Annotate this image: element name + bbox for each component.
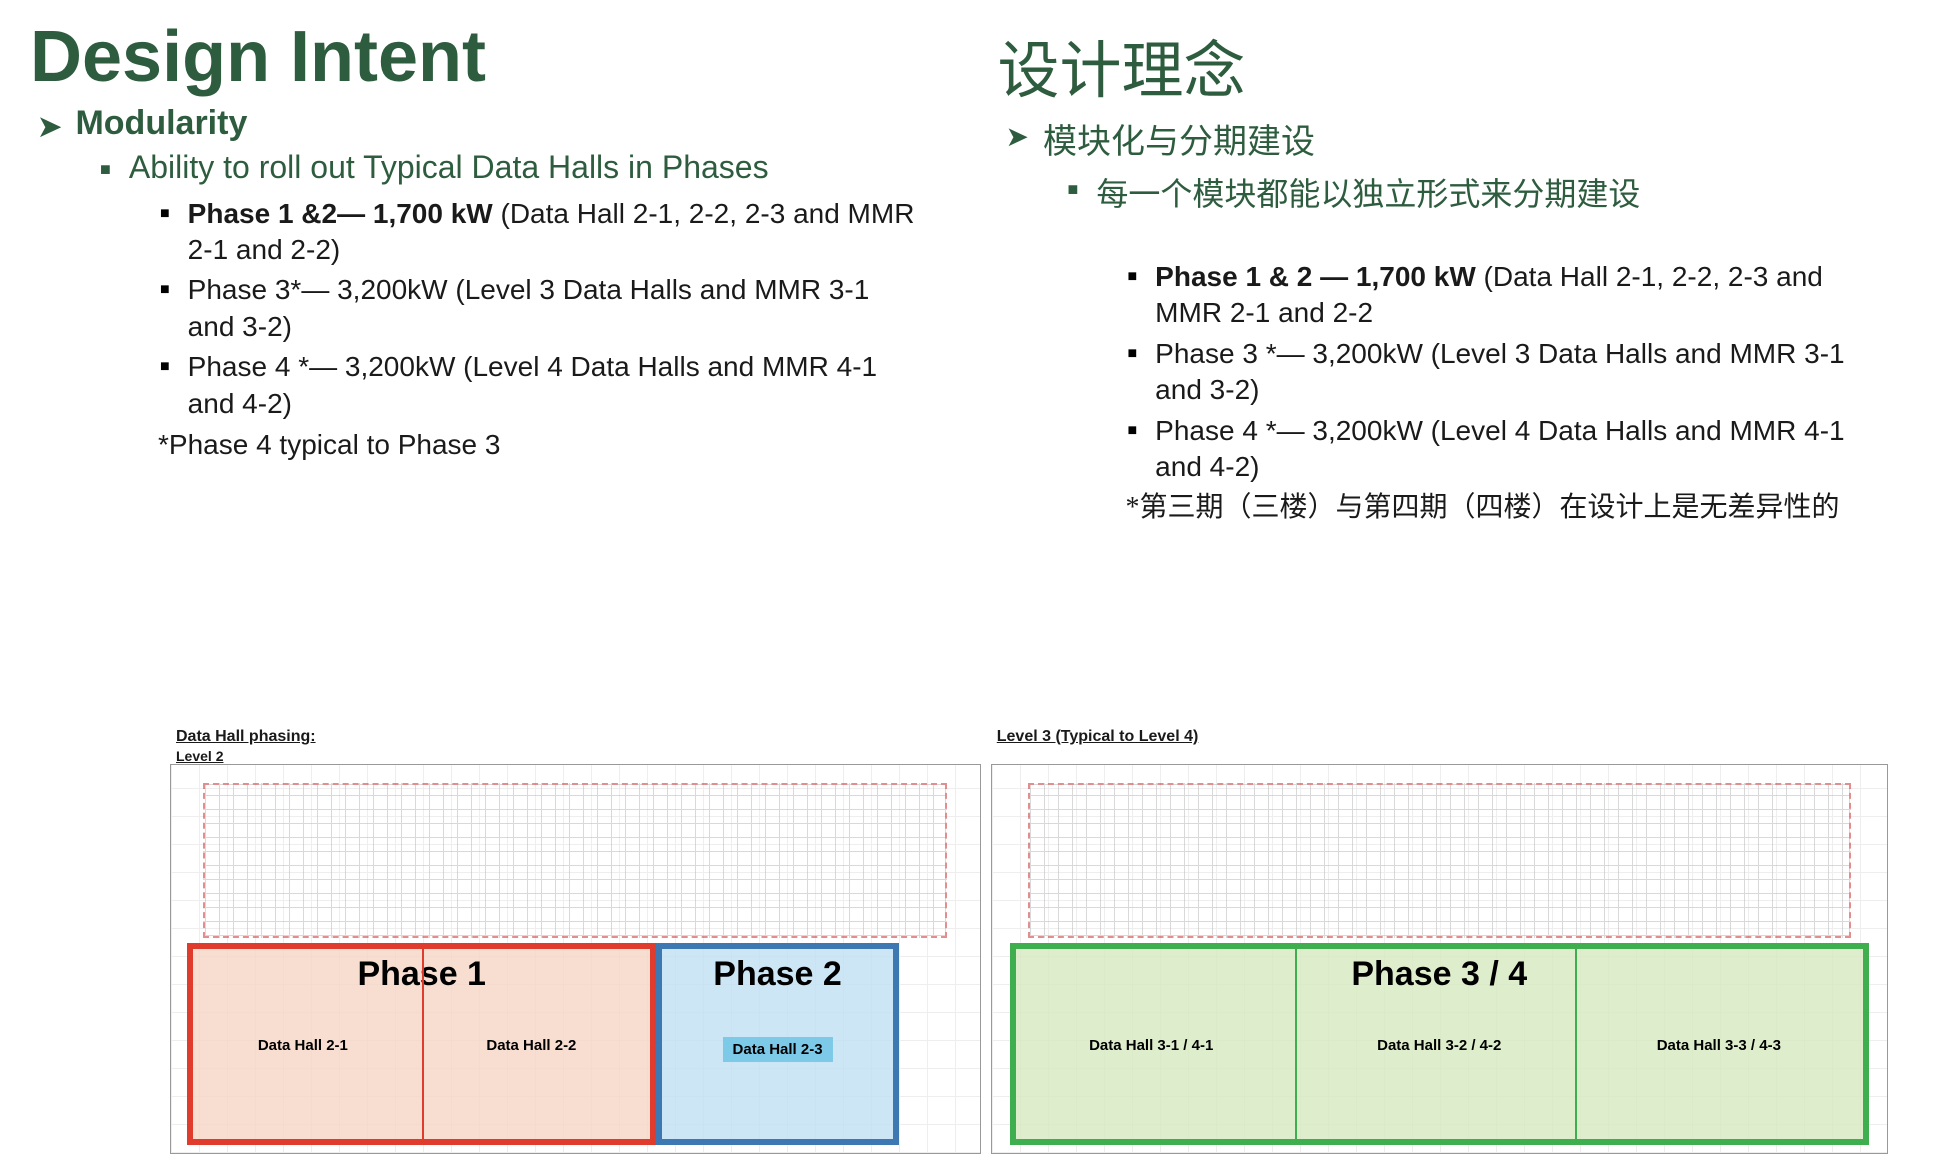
square-bullet-icon	[160, 357, 170, 430]
phase-row: Phase 4 *— 3,200kW (Level 4 Data Halls a…	[160, 349, 920, 422]
phase1-kw-cn: Phase 1 & 2 — 1,700 kW	[1155, 261, 1476, 292]
phase-row: Phase 3 *— 3,200kW (Level 3 Data Halls a…	[1128, 336, 1888, 409]
zone-phase34: Phase 3 / 4 Data Hall 3-1 / 4-1 Data Hall …	[1010, 943, 1869, 1145]
bullet-rollout-label: Ability to roll out Typical Data Halls i…	[129, 149, 769, 186]
footnote-en: *Phase 4 typical to Phase 3	[158, 426, 938, 464]
phase-text: Phase 1 & 2 — 1,700 kW (Data Hall 2-1, 2…	[1155, 259, 1887, 332]
plan-right-upper-strip	[1028, 783, 1851, 938]
zone-divider	[422, 949, 424, 1139]
zone-divider	[1575, 949, 1577, 1139]
text-columns: Design Intent Modularity Ability to roll…	[30, 20, 1905, 527]
phase1-kw: Phase 1 &2— 1,700 kW	[188, 198, 493, 229]
zone-phase34-label: Phase 3 / 4	[1351, 955, 1527, 994]
phase-row: Phase 4 *— 3,200kW (Level 4 Data Halls a…	[1128, 413, 1888, 486]
plan-left-title: Data Hall phasing:	[176, 728, 316, 746]
square-bullet-icon	[160, 204, 170, 277]
phase-text: Phase 3 *— 3,200kW (Level 3 Data Halls a…	[1155, 336, 1887, 409]
square-bullet-icon	[1128, 344, 1138, 417]
plan-left-upper-strip	[203, 783, 947, 938]
plan-right-wrap: Level 3 (Typical to Level 4) Phase 3 / 4…	[991, 754, 1888, 1154]
phase-text: Phase 3*— 3,200kW (Level 3 Data Halls an…	[188, 272, 920, 345]
square-bullet-icon	[1128, 267, 1138, 340]
plan-left-subtitle: Level 2	[176, 748, 223, 764]
phase-text: Phase 4 *— 3,200kW (Level 4 Data Halls a…	[188, 349, 920, 422]
square-bullet-icon	[1128, 421, 1138, 494]
square-bullet-icon	[100, 159, 111, 196]
hall-label: Data Hall 2-1	[258, 1037, 348, 1054]
phase-text: Phase 4 *— 3,200kW (Level 4 Data Halls a…	[1155, 413, 1887, 486]
title-cn: 设计理念	[998, 20, 1906, 110]
zone-divider	[1295, 949, 1297, 1139]
footnote-cn: *第三期（三楼）与第四期（四楼）在设计上是无差异性的	[1126, 489, 1906, 527]
zone-phase2: Phase 2 Data Hall 2-3	[656, 943, 899, 1145]
hall-label: Data Hall 2-2	[486, 1037, 576, 1054]
bullet-modularity-cn: 模块化与分期建设	[1006, 114, 1906, 163]
zone-phase1: Phase 1Data Hall 2-1Data Hall 2-2	[187, 943, 656, 1145]
col-chinese: 设计理念 模块化与分期建设 每一个模块都能以独立形式来分期建设 Phase 1 …	[998, 20, 1906, 527]
hall-label: Data Hall 3-2 / 4-2	[1377, 1037, 1501, 1054]
bullet-modularity-label: Modularity	[75, 104, 247, 143]
title-en: Design Intent	[30, 20, 938, 96]
bullet-modularity-cn-label: 模块化与分期建设	[1043, 114, 1315, 163]
plan-right-title: Level 3 (Typical to Level 4)	[997, 728, 1199, 746]
zone-phase2-label: Phase 2	[713, 955, 842, 994]
phase-text: Phase 1 &2— 1,700 kW (Data Hall 2-1, 2-2…	[188, 196, 920, 269]
plan-right: Phase 3 / 4 Data Hall 3-1 / 4-1 Data Hall …	[991, 764, 1888, 1154]
hall-label: Data Hall 2-3	[723, 1037, 833, 1062]
square-bullet-icon	[160, 280, 170, 353]
col-english: Design Intent Modularity Ability to roll…	[30, 20, 938, 527]
plan-left-wrap: Data Hall phasing: Level 2 Phase 1Data H…	[170, 754, 981, 1154]
triangle-bullet-icon	[38, 104, 61, 143]
spacer	[998, 225, 1906, 259]
hall-label: Data Hall 3-3 / 4-3	[1657, 1037, 1781, 1054]
bullet-rollout-cn-label: 每一个模块都能以独立形式来分期建设	[1096, 169, 1640, 215]
bullet-modularity: Modularity	[38, 104, 938, 143]
bullet-rollout: Ability to roll out Typical Data Halls i…	[100, 149, 938, 186]
phase-row: Phase 1 & 2 — 1,700 kW (Data Hall 2-1, 2…	[1128, 259, 1888, 332]
bullet-rollout-cn: 每一个模块都能以独立形式来分期建设	[1068, 169, 1906, 215]
floor-plans: Data Hall phasing: Level 2 Phase 1Data H…	[170, 754, 1895, 1154]
square-bullet-icon	[1068, 179, 1079, 225]
slide: Design Intent Modularity Ability to roll…	[0, 0, 1935, 1174]
phase-row: Phase 3*— 3,200kW (Level 3 Data Halls an…	[160, 272, 920, 345]
plan-left: Phase 1Data Hall 2-1Data Hall 2-2Phase 2…	[170, 764, 981, 1154]
hall-label: Data Hall 3-1 / 4-1	[1089, 1037, 1213, 1054]
triangle-bullet-icon	[1006, 114, 1029, 163]
phase-row: Phase 1 &2— 1,700 kW (Data Hall 2-1, 2-2…	[160, 196, 920, 269]
